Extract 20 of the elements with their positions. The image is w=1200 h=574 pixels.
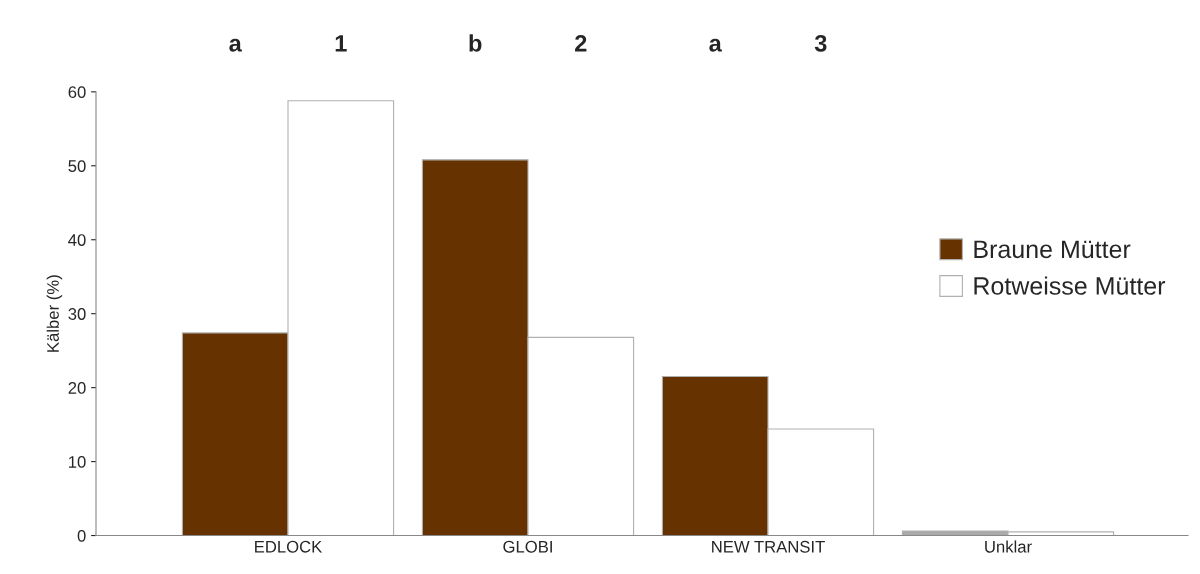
y-tick-label: 30 xyxy=(68,308,86,320)
x-tick-label: NEW TRANSIT xyxy=(712,540,825,553)
legend-label: Braune Mütter xyxy=(974,240,1131,259)
y-tick-label: 40 xyxy=(68,234,86,246)
x-tick-label: GLOBI xyxy=(503,540,552,553)
text: a xyxy=(229,38,242,52)
text: 3 xyxy=(814,34,827,52)
x-tick-label: EDLOCK xyxy=(255,540,323,553)
y-axis-title: Kälber (%) xyxy=(46,275,63,352)
y-tick-label: 20 xyxy=(68,382,86,394)
y-tick-label: 50 xyxy=(68,160,86,172)
text: 2 xyxy=(575,34,587,52)
y-tick-label: 10 xyxy=(69,455,86,468)
y-tick-label: 0 xyxy=(77,529,86,542)
legend-label: Rotweisse Mütter xyxy=(974,276,1166,295)
x-tick-label: Unklar xyxy=(985,540,1032,553)
text: 1 xyxy=(335,35,347,52)
y-tick-label: 60 xyxy=(68,86,86,99)
text: b xyxy=(469,34,482,52)
text: a xyxy=(709,38,722,52)
